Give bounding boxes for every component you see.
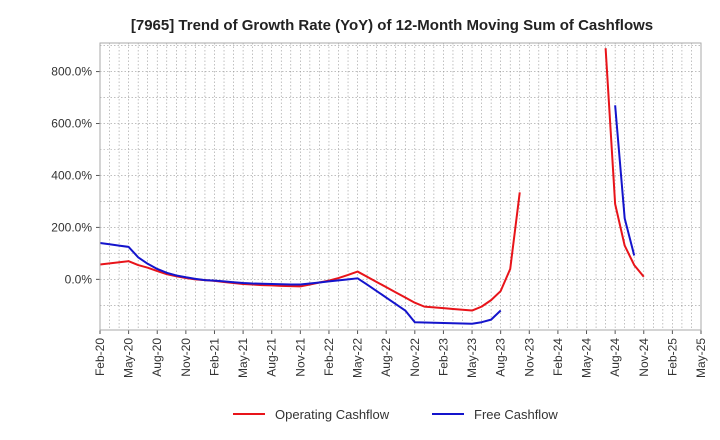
x-tick-label: May-21 (236, 338, 250, 378)
y-tick-label: 0.0% (65, 272, 93, 286)
x-tick-label: Nov-22 (408, 338, 422, 377)
x-tick-label: Nov-24 (637, 338, 651, 377)
x-tick-label: Feb-25 (665, 338, 679, 376)
y-axis: 0.0% 200.0% 400.0% 600.0% 800.0% (51, 65, 100, 286)
x-tick-label: Feb-24 (551, 338, 565, 376)
x-tick-label: Feb-20 (93, 338, 107, 376)
x-tick-label: Feb-22 (322, 338, 336, 376)
y-tick-label: 600.0% (51, 117, 92, 131)
x-tick-label: May-23 (465, 338, 479, 378)
legend-label-operating-cashflow: Operating Cashflow (275, 407, 390, 422)
x-tick-label: Feb-21 (207, 338, 221, 376)
series-group (99, 48, 645, 325)
x-axis: Feb-20 May-20 Aug-20 Nov-20 Feb-21 May-21 Aug-… (93, 330, 708, 378)
x-tick-label: Nov-20 (179, 338, 193, 377)
x-tick-label: Aug-22 (379, 338, 393, 377)
legend: Operating Cashflow Free Cashflow (233, 407, 558, 422)
x-tick-label: Nov-23 (522, 338, 536, 377)
x-tick-label: Aug-24 (608, 338, 622, 377)
series-line-operating-cashflow (99, 48, 645, 312)
x-tick-label: May-24 (580, 338, 594, 378)
x-tick-label: Nov-21 (293, 338, 307, 377)
x-tick-label: Feb-23 (436, 338, 450, 376)
x-tick-label: Aug-21 (265, 338, 279, 377)
plot-frame (99, 42, 702, 331)
x-tick-label: May-25 (694, 338, 708, 378)
x-tick-label: May-22 (351, 338, 365, 378)
grid (99, 43, 702, 330)
x-tick-label: Aug-20 (150, 338, 164, 377)
chart-title: [7965] Trend of Growth Rate (YoY) of 12-… (131, 17, 653, 34)
y-tick-label: 200.0% (51, 220, 92, 234)
x-tick-label: Aug-23 (494, 338, 508, 377)
legend-label-free-cashflow: Free Cashflow (474, 407, 558, 422)
y-tick-label: 800.0% (51, 65, 92, 79)
y-tick-label: 400.0% (51, 168, 92, 182)
series-line-free-cashflow (99, 105, 636, 325)
x-tick-label: May-20 (122, 338, 136, 378)
